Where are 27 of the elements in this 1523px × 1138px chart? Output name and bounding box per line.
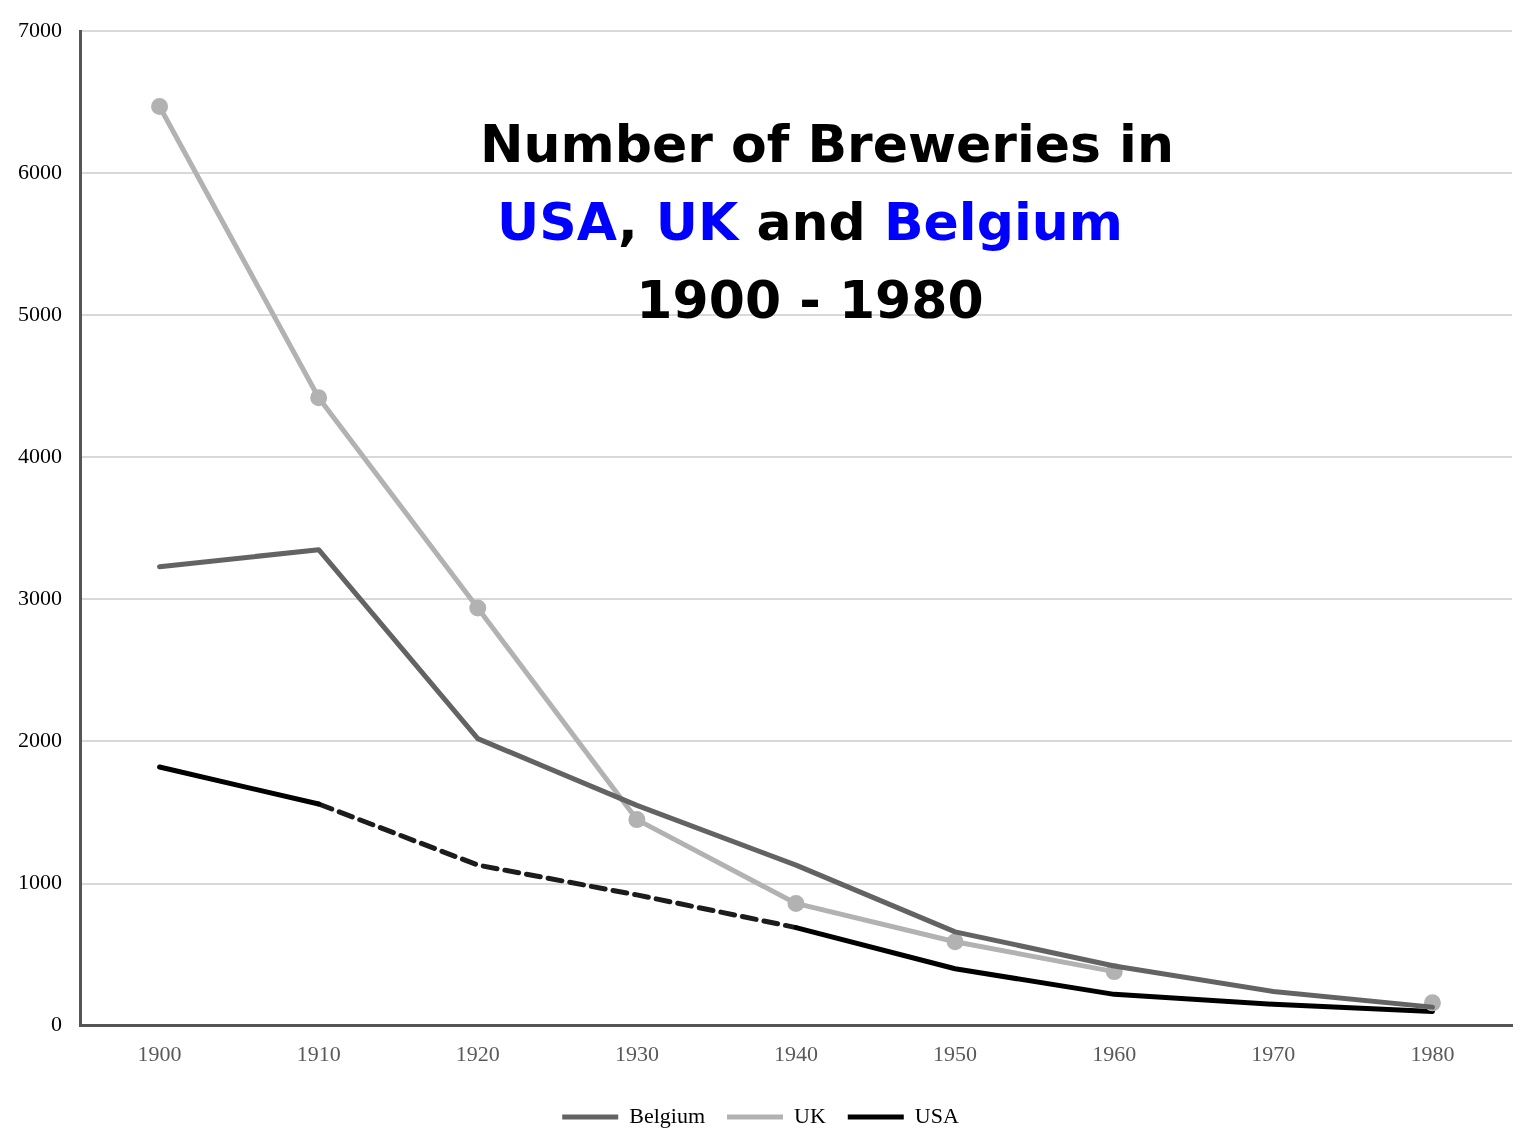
x-tick-label: 1910 <box>296 1040 341 1066</box>
y-tick-label: 4000 <box>18 443 62 469</box>
legend-label: UK <box>793 1102 826 1128</box>
point <box>310 389 328 407</box>
chart-title: Number of Breweries in USA, UK and Belgium 1900 - 1980 <box>480 114 1174 330</box>
legend-label: USA <box>914 1102 959 1128</box>
y-tick-label: 2000 <box>18 727 62 753</box>
y-tick-label: 6000 <box>18 159 62 185</box>
x-tick-label: 1920 <box>455 1040 500 1066</box>
point <box>151 97 169 115</box>
x-tick-label: 1980 <box>1410 1040 1455 1066</box>
y-tick-label: 5000 <box>18 301 62 327</box>
y-tick-label: 1000 <box>18 869 62 895</box>
x-tick-label: 1930 <box>614 1040 659 1066</box>
point <box>787 894 805 912</box>
legend-label: Belgium <box>629 1102 705 1128</box>
y-tick-label: 0 <box>51 1011 62 1037</box>
y-tick-label: 7000 <box>18 16 62 42</box>
x-tick-label: 1900 <box>137 1040 182 1066</box>
y-tick-label: 3000 <box>18 585 62 611</box>
point <box>628 811 646 829</box>
x-tick-label: 1960 <box>1092 1040 1137 1066</box>
point <box>946 933 964 951</box>
x-tick-label: 1940 <box>774 1040 818 1066</box>
x-tick-label: 1970 <box>1251 1040 1296 1066</box>
point <box>469 599 487 617</box>
x-tick-label: 1950 <box>933 1040 978 1066</box>
